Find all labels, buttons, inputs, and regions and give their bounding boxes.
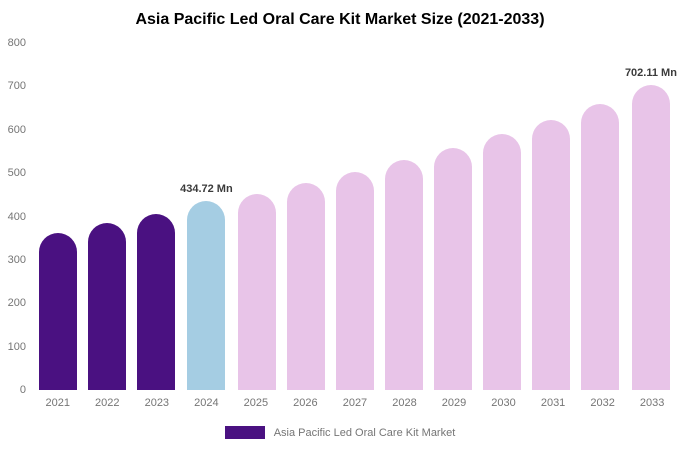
y-axis: 0 100 200 300 400 500 600 700 800: [0, 37, 28, 396]
bar-value-label: 434.72 Mn: [180, 183, 233, 196]
y-tick-label: 0: [19, 384, 26, 396]
x-tick-label: 2024: [194, 397, 219, 409]
bar-2028: [385, 160, 424, 390]
x-tick-label: 2022: [95, 397, 120, 409]
bars: 434.72 Mn 702.11 Mn: [33, 43, 677, 390]
y-tick-label: 400: [7, 210, 26, 223]
y-tick-label: 300: [7, 253, 26, 266]
bar-2032: [581, 103, 620, 390]
x-tick-label: 2032: [590, 397, 615, 409]
x-tick-label: 2025: [243, 397, 269, 409]
bar-2030: [483, 134, 522, 390]
bar-slot: [576, 103, 625, 390]
bar-2023: [136, 213, 175, 390]
y-tick-label: 800: [7, 37, 26, 49]
bar-2021: [38, 232, 77, 390]
bar-slot: [131, 213, 180, 390]
legend-label: Asia Pacific Led Oral Care Kit Market: [273, 426, 456, 439]
x-tick-label: 2027: [342, 397, 368, 409]
x-tick-label: 2028: [392, 397, 417, 409]
x-tick-label: 2023: [144, 397, 170, 409]
bar-slot: [527, 120, 576, 390]
x-axis: 2021 2022 2023 2024 2025 2026 2027 2028 2029 2030…: [33, 397, 677, 409]
y-tick-label: 100: [7, 340, 26, 353]
bar-slot: 434.72 Mn: [180, 183, 233, 390]
bar-2022: [87, 223, 126, 390]
chart-title: Asia Pacific Led Oral Care Kit Market Si…: [135, 11, 545, 28]
bar-2026: [287, 183, 326, 390]
bar-slot: [282, 183, 331, 390]
bar-slot: 702.11 Mn: [625, 67, 677, 390]
bar-2027: [336, 171, 375, 390]
y-tick-label: 200: [7, 297, 26, 310]
bar-2025: [238, 193, 277, 390]
x-tick-label: 2026: [293, 397, 318, 409]
bar-slot: [429, 147, 478, 390]
bar-value-label: 702.11 Mn: [624, 67, 677, 80]
bar-slot: [233, 193, 282, 390]
y-tick-label: 500: [7, 167, 26, 180]
bar-2029: [434, 147, 473, 390]
y-tick-label: 600: [7, 123, 26, 136]
legend: Asia Pacific Led Oral Care Kit Market: [0, 426, 680, 439]
x-tick-label: 2033: [639, 397, 665, 409]
legend-swatch: [224, 426, 265, 439]
x-tick-label: 2030: [491, 397, 516, 409]
bar-slot: [33, 232, 82, 390]
x-tick-label: 2031: [540, 397, 566, 409]
bar-slot: [82, 223, 131, 390]
x-tick-label: 2029: [441, 397, 467, 409]
bar-2031: [532, 120, 571, 390]
bar-2024: [187, 201, 226, 390]
bar-slot: [331, 171, 380, 390]
bar-2033: [631, 85, 670, 390]
bar-slot: [478, 134, 527, 390]
x-tick-label: 2021: [45, 397, 70, 409]
y-tick-label: 700: [7, 80, 26, 93]
bar-slot: [380, 160, 429, 390]
